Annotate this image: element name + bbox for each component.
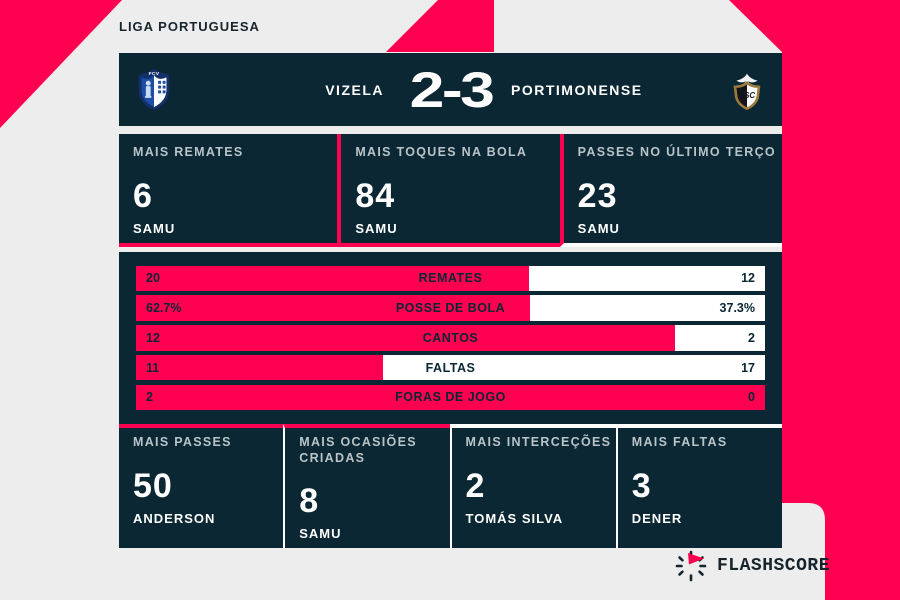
svg-text:FCV: FCV (149, 71, 160, 77)
svg-text:PSC: PSC (739, 91, 756, 100)
